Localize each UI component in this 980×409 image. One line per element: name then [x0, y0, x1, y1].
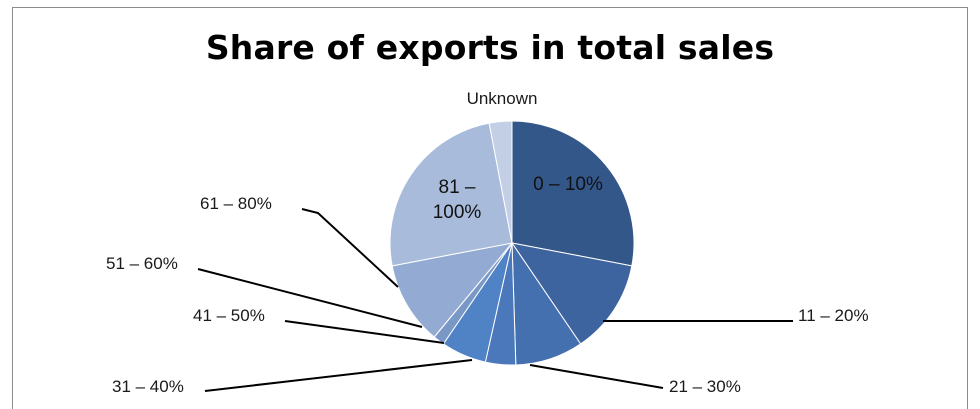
- leader-line-51-60: [197, 268, 423, 328]
- pie-slice-0-10: [511, 120, 635, 267]
- pie-slice-61-80: [391, 242, 514, 338]
- slice-label-31-40: 31 – 40%: [112, 377, 184, 396]
- slice-label-unknown: Unknown: [467, 89, 538, 108]
- leader-line-21-30: [529, 364, 664, 389]
- slice-label-61-80: 61 – 80%: [200, 194, 272, 213]
- leader-line-61-80: [301, 208, 399, 288]
- pie-slice-unknown: [488, 120, 513, 244]
- leader-line-41-50: [284, 320, 445, 344]
- slice-label-41-50: 41 – 50%: [193, 306, 265, 325]
- leader-line-31-40: [204, 359, 473, 392]
- chart-title: Share of exports in total sales: [205, 28, 775, 67]
- slice-label-51-60: 51 – 60%: [106, 254, 178, 273]
- slice-label-11-20: 11 – 20%: [798, 306, 869, 325]
- slice-label-21-30: 21 – 30%: [669, 377, 741, 396]
- pie-slice-11-20: [510, 242, 633, 345]
- pie-slice-81-100: [389, 122, 513, 267]
- slice-label-81-100: 81 –100%: [433, 177, 482, 223]
- slice-label-0-10: 0 – 10%: [533, 174, 603, 195]
